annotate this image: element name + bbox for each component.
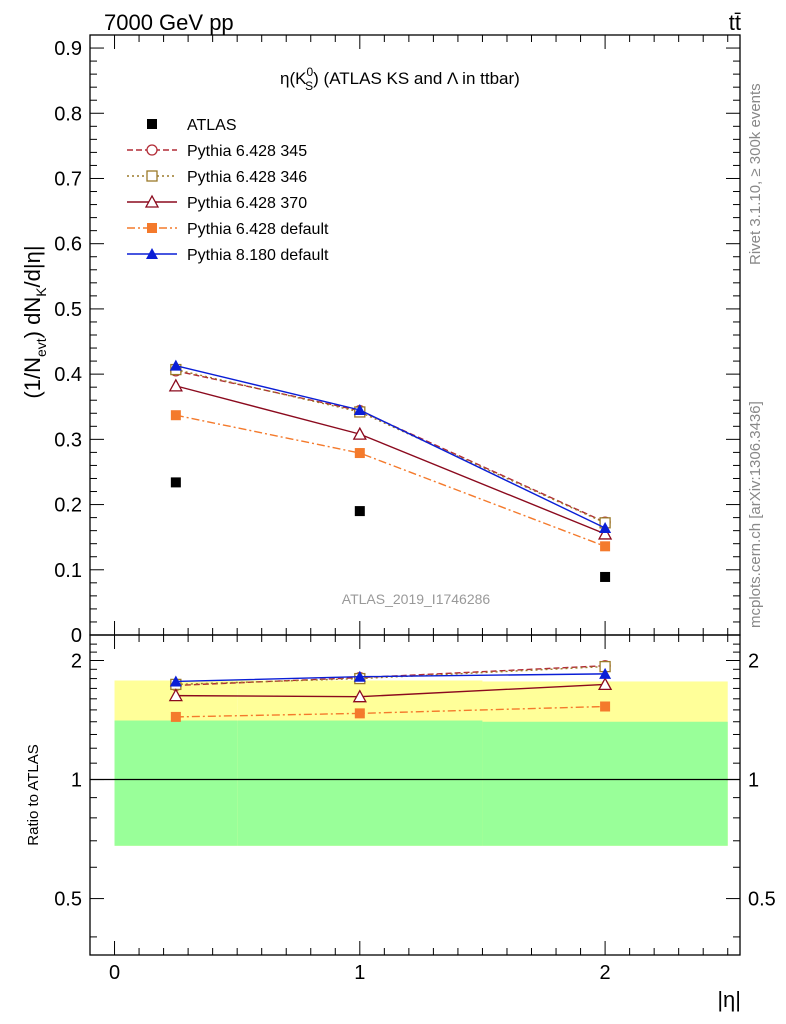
ratio-bands (90, 680, 740, 846)
green-band (482, 721, 728, 846)
header-right-label: tt̄ (729, 10, 741, 35)
data-point (600, 541, 611, 552)
ratio-series-line (175, 665, 606, 686)
y-tick-label: 0.3 (54, 429, 82, 451)
header-left-label: 7000 GeV pp (104, 10, 234, 35)
ratio-panel-frame (89, 634, 741, 956)
ratio-data-point (168, 688, 183, 702)
analysis-label: ATLAS_2019_I1746286 (342, 591, 491, 607)
y-tick-label: 0.9 (54, 38, 82, 60)
ratio-series-2 (168, 677, 613, 703)
title-sup: 0 (306, 65, 313, 79)
x-tick-label: 1 (354, 962, 365, 984)
ratio-data-point (354, 708, 365, 719)
data-point (170, 410, 181, 421)
legend-marker (144, 194, 160, 208)
x-tick-label: 2 (600, 962, 611, 984)
y-tick-label: 0.4 (54, 364, 82, 386)
ratio-y-tick-label-left: 2 (71, 650, 82, 672)
y-tick-label: 0.2 (54, 495, 82, 517)
ratio-data-point (352, 689, 367, 703)
legend-marker (146, 144, 158, 156)
ylabel-sub-2: K (33, 287, 49, 297)
main-panel-series (168, 359, 613, 582)
series-4 (170, 410, 611, 552)
ratio-y-tick-label-right: 2 (748, 650, 759, 672)
data-point (354, 448, 365, 459)
legend-label: ATLAS (187, 117, 237, 134)
data-point (353, 404, 366, 415)
title-rest: ) (ATLAS KS and Λ in ttbar) (313, 69, 520, 88)
ratio-data-point (600, 701, 611, 712)
y-tick-label: 0.1 (54, 560, 82, 582)
mcplots-label: mcplots.cern.ch [arXiv:1306.3436] (747, 401, 764, 628)
ratio-data-point (169, 675, 182, 687)
ratio-y-tick-label-right: 0.5 (748, 889, 776, 911)
rivet-label: Rivet 3.1.10, ≥ 300k events (747, 83, 764, 265)
data-point (168, 378, 183, 392)
x-tick-label: 0 (109, 962, 120, 984)
green-band (114, 720, 238, 846)
ratio-y-tick-label-left: 0.5 (54, 889, 82, 911)
main-panel-ticks: 0 0.1 0.2 0.3 0.4 0.5 0.6 0.7 0.8 0.9 (54, 35, 740, 647)
ratio-series-3 (170, 701, 611, 722)
series-3 (168, 378, 613, 540)
series-line (175, 385, 606, 535)
y-tick-label: 0 (71, 625, 82, 647)
ratio-panel-ticks: 0.5 0.5 1 1 2 2 0 1 2 (54, 635, 776, 984)
legend-label: Pythia 6.428 370 (187, 195, 307, 212)
y-tick-label: 0.6 (54, 234, 82, 256)
ratio-y-tick-label-right: 1 (748, 770, 759, 792)
data-point (600, 571, 611, 582)
y-axis-label: (1/Nevt) dNK/d|η| (20, 245, 49, 398)
x-axis-label: |η| (717, 987, 741, 1012)
ylabel-part-2: ) dN (20, 297, 45, 339)
ratio-series-line (175, 673, 606, 683)
series-5 (169, 359, 612, 534)
chart-title: η(K0 S) (ATLAS KS and Λ in ttbar) (280, 65, 520, 93)
legend-label: Pythia 6.428 345 (187, 143, 307, 160)
data-point (352, 426, 367, 440)
title-part-main: η(K (280, 69, 307, 88)
legend-marker (146, 170, 158, 182)
data-point (354, 506, 365, 517)
y-tick-label: 0.8 (54, 103, 82, 125)
legend-marker (147, 223, 157, 233)
ratio-panel-series (168, 660, 613, 722)
series-0 (170, 477, 611, 582)
data-point (169, 359, 182, 371)
y-tick-label: 0.5 (54, 299, 82, 321)
legend-label: Pythia 8.180 default (187, 247, 329, 264)
ylabel-sub-1: evt (33, 338, 49, 357)
data-point (599, 522, 612, 534)
ratio-y-tick-label-left: 1 (71, 770, 82, 792)
ratio-data-point (170, 711, 181, 722)
ratio-data-point (599, 667, 612, 679)
legend-marker (146, 248, 158, 259)
ylabel-part-3: /d|η| (20, 245, 45, 287)
legend-label: Pythia 6.428 346 (187, 169, 307, 186)
ratio-data-point (597, 677, 613, 691)
legend-marker (147, 119, 157, 129)
legend-label: Pythia 6.428 default (187, 221, 329, 238)
ratio-series-4 (169, 667, 612, 687)
series-line (175, 414, 606, 547)
data-point (170, 477, 181, 488)
data-point (597, 526, 613, 540)
ratio-y-axis-label: Ratio to ATLAS (25, 744, 42, 845)
title-sub: S (305, 79, 313, 93)
ratio-data-point (353, 670, 366, 682)
y-tick-label: 0.7 (54, 168, 82, 190)
legend: ATLAS Pythia 6.428 345 Pythia 6.428 346 Pyt… (127, 117, 329, 264)
green-band (237, 720, 483, 846)
ylabel-part-1: (1/N (20, 357, 45, 399)
